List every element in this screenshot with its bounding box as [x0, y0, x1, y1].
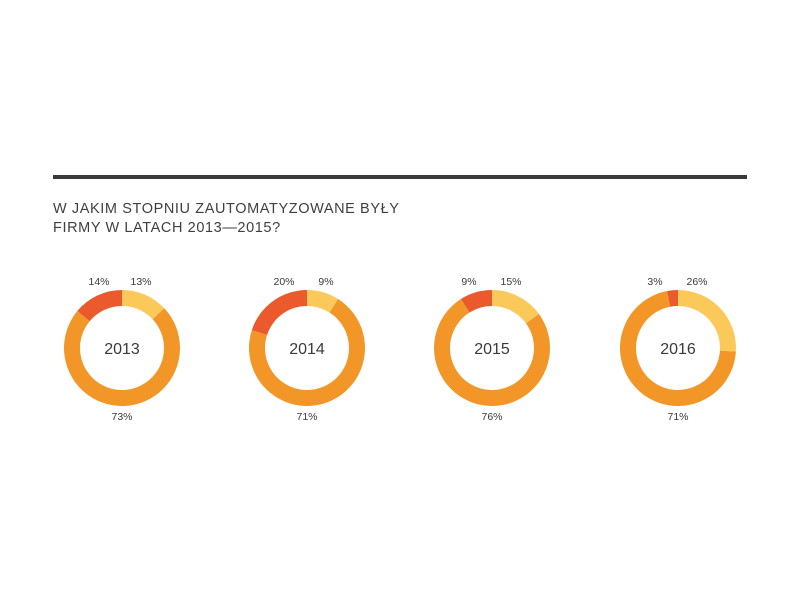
donut-slice [63, 308, 180, 406]
donut-charts: 13% 73% 14% 2013 9% 71% 20% 2014 15% 76% 9% 2015 26%… [63, 276, 737, 423]
donut-slice [248, 299, 365, 406]
slice-percent-label: 71% [667, 411, 688, 423]
year-center-label: 2013 [104, 341, 140, 358]
year-center-label: 2015 [474, 341, 510, 358]
donut-slice [122, 290, 165, 320]
donut-slice [434, 299, 550, 406]
slice-percent-label: 14% [88, 276, 109, 288]
donut-slice [307, 290, 339, 313]
chart-title: W JAKIM STOPNIU ZAUTOMATYZOWANE BYŁY FIR… [53, 200, 573, 238]
donut-slice [492, 290, 539, 324]
chart-title-line-2: FIRMY W LATACH 2013—2015? [53, 220, 281, 236]
slice-percent-label: 20% [273, 276, 294, 288]
donut-slice [77, 290, 122, 322]
slice-percent-label: 9% [318, 276, 333, 288]
year-center-label: 2016 [660, 341, 696, 358]
donut-slice [460, 290, 492, 313]
slice-percent-label: 3% [647, 276, 662, 288]
slice-percent-label: 71% [296, 411, 317, 423]
chart-title-line-1: W JAKIM STOPNIU ZAUTOMATYZOWANE BYŁY [53, 201, 400, 217]
slice-percent-label: 76% [481, 411, 502, 423]
donut-chart-2015: 15% 76% 9% 2015 [434, 276, 550, 423]
year-center-label: 2014 [289, 341, 325, 358]
slice-percent-label: 13% [130, 276, 151, 288]
slice-percent-label: 73% [111, 411, 132, 423]
slice-percent-label: 26% [686, 276, 707, 288]
slice-percent-label: 15% [500, 276, 521, 288]
donut-chart-2016: 26% 71% 3% 2016 [620, 276, 737, 423]
donut-slice [667, 290, 678, 307]
donut-slice [251, 290, 307, 336]
top-rule [53, 175, 747, 179]
donut-chart-2013: 13% 73% 14% 2013 [63, 276, 180, 423]
slice-percent-label: 9% [461, 276, 476, 288]
donut-slice [678, 290, 737, 352]
donut-chart-2014: 9% 71% 20% 2014 [248, 276, 365, 423]
